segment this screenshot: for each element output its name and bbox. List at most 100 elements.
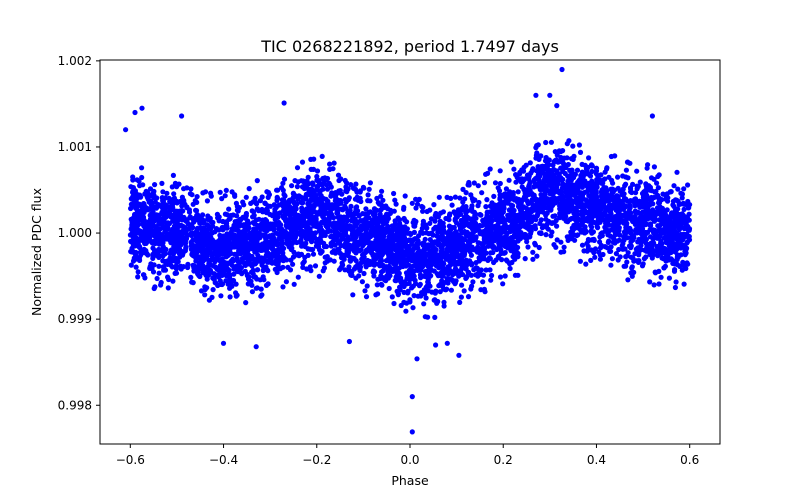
data-point: [217, 189, 223, 195]
data-point: [651, 282, 657, 288]
data-point: [191, 219, 197, 225]
data-point: [403, 263, 409, 269]
data-point: [234, 292, 240, 298]
data-point: [462, 196, 468, 202]
data-point: [197, 232, 203, 239]
data-point: [267, 203, 273, 209]
data-point: [385, 206, 391, 212]
data-point: [624, 229, 630, 235]
data-point: [484, 197, 490, 203]
data-point: [629, 189, 635, 196]
data-point: [604, 191, 610, 198]
data-point: [256, 230, 262, 236]
data-point: [166, 276, 172, 283]
data-point: [517, 197, 523, 203]
data-point: [670, 214, 676, 220]
data-point: [654, 180, 660, 186]
data-point: [219, 257, 225, 263]
data-point: [145, 190, 151, 196]
data-point: [597, 252, 604, 258]
data-point: [574, 183, 580, 189]
data-point: [659, 255, 665, 261]
data-point: [675, 254, 681, 260]
data-point: [378, 193, 384, 199]
data-point: [180, 208, 186, 214]
data-point: [465, 182, 471, 188]
data-point: [284, 237, 290, 243]
data-point: [223, 187, 229, 193]
data-point: [612, 240, 618, 246]
data-point: [571, 153, 577, 159]
data-point: [647, 279, 653, 285]
data-point: [592, 254, 598, 260]
data-point: [685, 223, 691, 229]
data-point: [159, 180, 165, 186]
data-point: [648, 201, 654, 207]
data-point: [174, 244, 180, 250]
data-point: [337, 267, 343, 273]
data-point: [146, 219, 152, 225]
data-point: [354, 189, 360, 195]
data-point: [184, 227, 190, 233]
data-point: [588, 162, 595, 168]
data-point: [380, 268, 386, 274]
data-point: [452, 281, 458, 287]
data-point: [643, 254, 649, 260]
data-point: [290, 261, 296, 267]
data-point: [213, 280, 219, 286]
data-point: [328, 240, 334, 246]
data-point: [433, 259, 439, 265]
data-point: [441, 299, 447, 305]
data-point: [534, 150, 540, 156]
data-point: [164, 234, 170, 240]
data-point: [681, 206, 687, 212]
data-point: [171, 191, 177, 197]
data-point: [566, 138, 572, 144]
data-point: [472, 212, 478, 218]
data-point: [309, 193, 315, 199]
data-point: [640, 209, 646, 215]
data-point: [217, 237, 223, 243]
data-point: [179, 194, 185, 200]
data-point: [502, 273, 508, 279]
data-point: [187, 191, 193, 197]
data-point: [558, 175, 564, 181]
data-point: [262, 200, 268, 206]
data-point: [222, 240, 228, 246]
data-point: [295, 193, 301, 199]
data-point: [254, 178, 260, 184]
data-point: [386, 252, 392, 258]
data-point: [423, 284, 429, 290]
data-point: [251, 212, 257, 218]
data-point: [359, 256, 365, 262]
data-point: [557, 189, 563, 196]
data-point: [651, 240, 657, 246]
data-point: [265, 281, 271, 287]
data-point: [451, 254, 457, 261]
data-point: [686, 237, 693, 243]
data-point: [397, 284, 403, 290]
data-point: [681, 281, 687, 287]
data-point: [273, 203, 279, 209]
data-point: [170, 172, 176, 178]
data-point: [483, 267, 489, 273]
data-point: [317, 235, 323, 241]
data-point: [492, 180, 499, 186]
data-point: [592, 203, 598, 209]
data-point: [359, 279, 365, 285]
data-point: [138, 194, 144, 200]
data-point: [263, 210, 270, 216]
data-point: [130, 185, 136, 191]
data-point: [656, 198, 663, 204]
data-point: [230, 212, 236, 218]
data-point: [457, 299, 463, 305]
data-point: [425, 314, 431, 320]
data-point: [560, 215, 567, 221]
data-point: [634, 258, 640, 264]
data-point: [583, 261, 589, 267]
data-point: [227, 285, 233, 291]
data-point: [141, 201, 147, 207]
data-point: [545, 172, 552, 178]
data-point: [200, 212, 206, 218]
data-point: [218, 293, 224, 299]
